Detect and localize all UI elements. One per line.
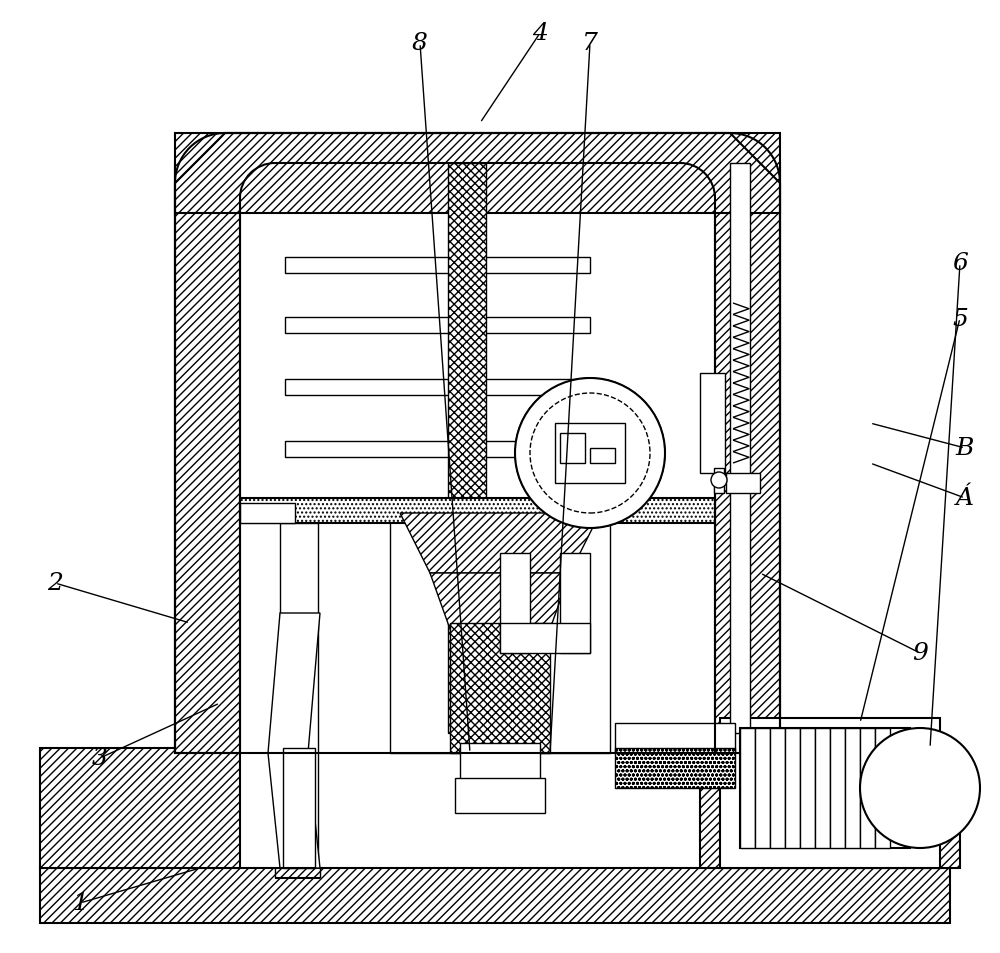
Bar — [800, 728, 815, 848]
Bar — [285, 379, 590, 395]
Bar — [240, 503, 295, 523]
Bar — [860, 728, 875, 848]
Bar — [785, 728, 800, 848]
Bar — [615, 723, 735, 753]
Bar — [715, 164, 780, 753]
Bar — [40, 748, 240, 868]
Bar — [714, 469, 724, 494]
Bar — [285, 441, 590, 457]
Polygon shape — [430, 574, 570, 643]
Bar — [460, 743, 540, 783]
Bar — [590, 449, 615, 463]
Bar — [730, 164, 750, 733]
Text: 9: 9 — [912, 641, 928, 665]
Bar — [285, 317, 590, 334]
Bar — [175, 164, 240, 753]
Bar — [700, 748, 960, 868]
Bar — [560, 554, 590, 654]
Text: 1: 1 — [72, 892, 88, 915]
Bar — [560, 434, 585, 463]
Bar — [700, 374, 725, 474]
Bar — [500, 554, 530, 654]
Polygon shape — [268, 614, 320, 868]
Text: B: B — [956, 437, 974, 460]
Circle shape — [515, 378, 665, 529]
Bar — [500, 623, 590, 654]
Bar — [875, 728, 890, 848]
Text: 7: 7 — [582, 32, 598, 55]
Text: 8: 8 — [412, 32, 428, 55]
Text: 2: 2 — [47, 572, 63, 595]
Wedge shape — [515, 378, 665, 529]
Bar — [240, 164, 715, 753]
Polygon shape — [400, 514, 600, 574]
Bar — [240, 498, 715, 523]
Circle shape — [860, 728, 980, 848]
Bar — [280, 523, 318, 863]
Bar — [283, 748, 315, 868]
Bar — [815, 728, 830, 848]
Bar — [726, 474, 760, 494]
Bar — [720, 719, 940, 868]
Bar — [755, 728, 770, 848]
Bar — [455, 779, 545, 813]
Bar — [845, 728, 860, 848]
Text: 6: 6 — [952, 253, 968, 275]
Text: 5: 5 — [952, 307, 968, 330]
Bar — [615, 748, 735, 788]
Bar — [175, 133, 780, 213]
Bar — [448, 164, 486, 733]
Bar — [450, 623, 550, 753]
Bar — [555, 423, 625, 483]
Text: Á: Á — [956, 487, 974, 510]
Bar — [740, 728, 755, 848]
Text: 4: 4 — [532, 23, 548, 46]
Bar — [770, 728, 785, 848]
Text: 3: 3 — [92, 747, 108, 770]
Bar — [285, 257, 590, 274]
Bar — [740, 728, 910, 848]
Bar — [40, 868, 950, 923]
Bar — [390, 514, 610, 753]
Bar — [830, 728, 845, 848]
Circle shape — [711, 473, 727, 489]
